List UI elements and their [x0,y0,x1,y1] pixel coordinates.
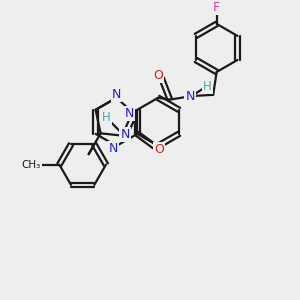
Text: N: N [185,89,195,103]
Text: N: N [112,88,121,101]
Text: H: H [102,111,111,124]
Text: H: H [203,80,212,93]
Text: N: N [108,142,118,155]
Text: O: O [154,143,164,156]
Text: O: O [153,69,163,82]
Text: CH₃: CH₃ [22,160,41,170]
Text: F: F [213,1,220,14]
Text: N: N [124,107,134,120]
Text: N: N [120,128,130,141]
